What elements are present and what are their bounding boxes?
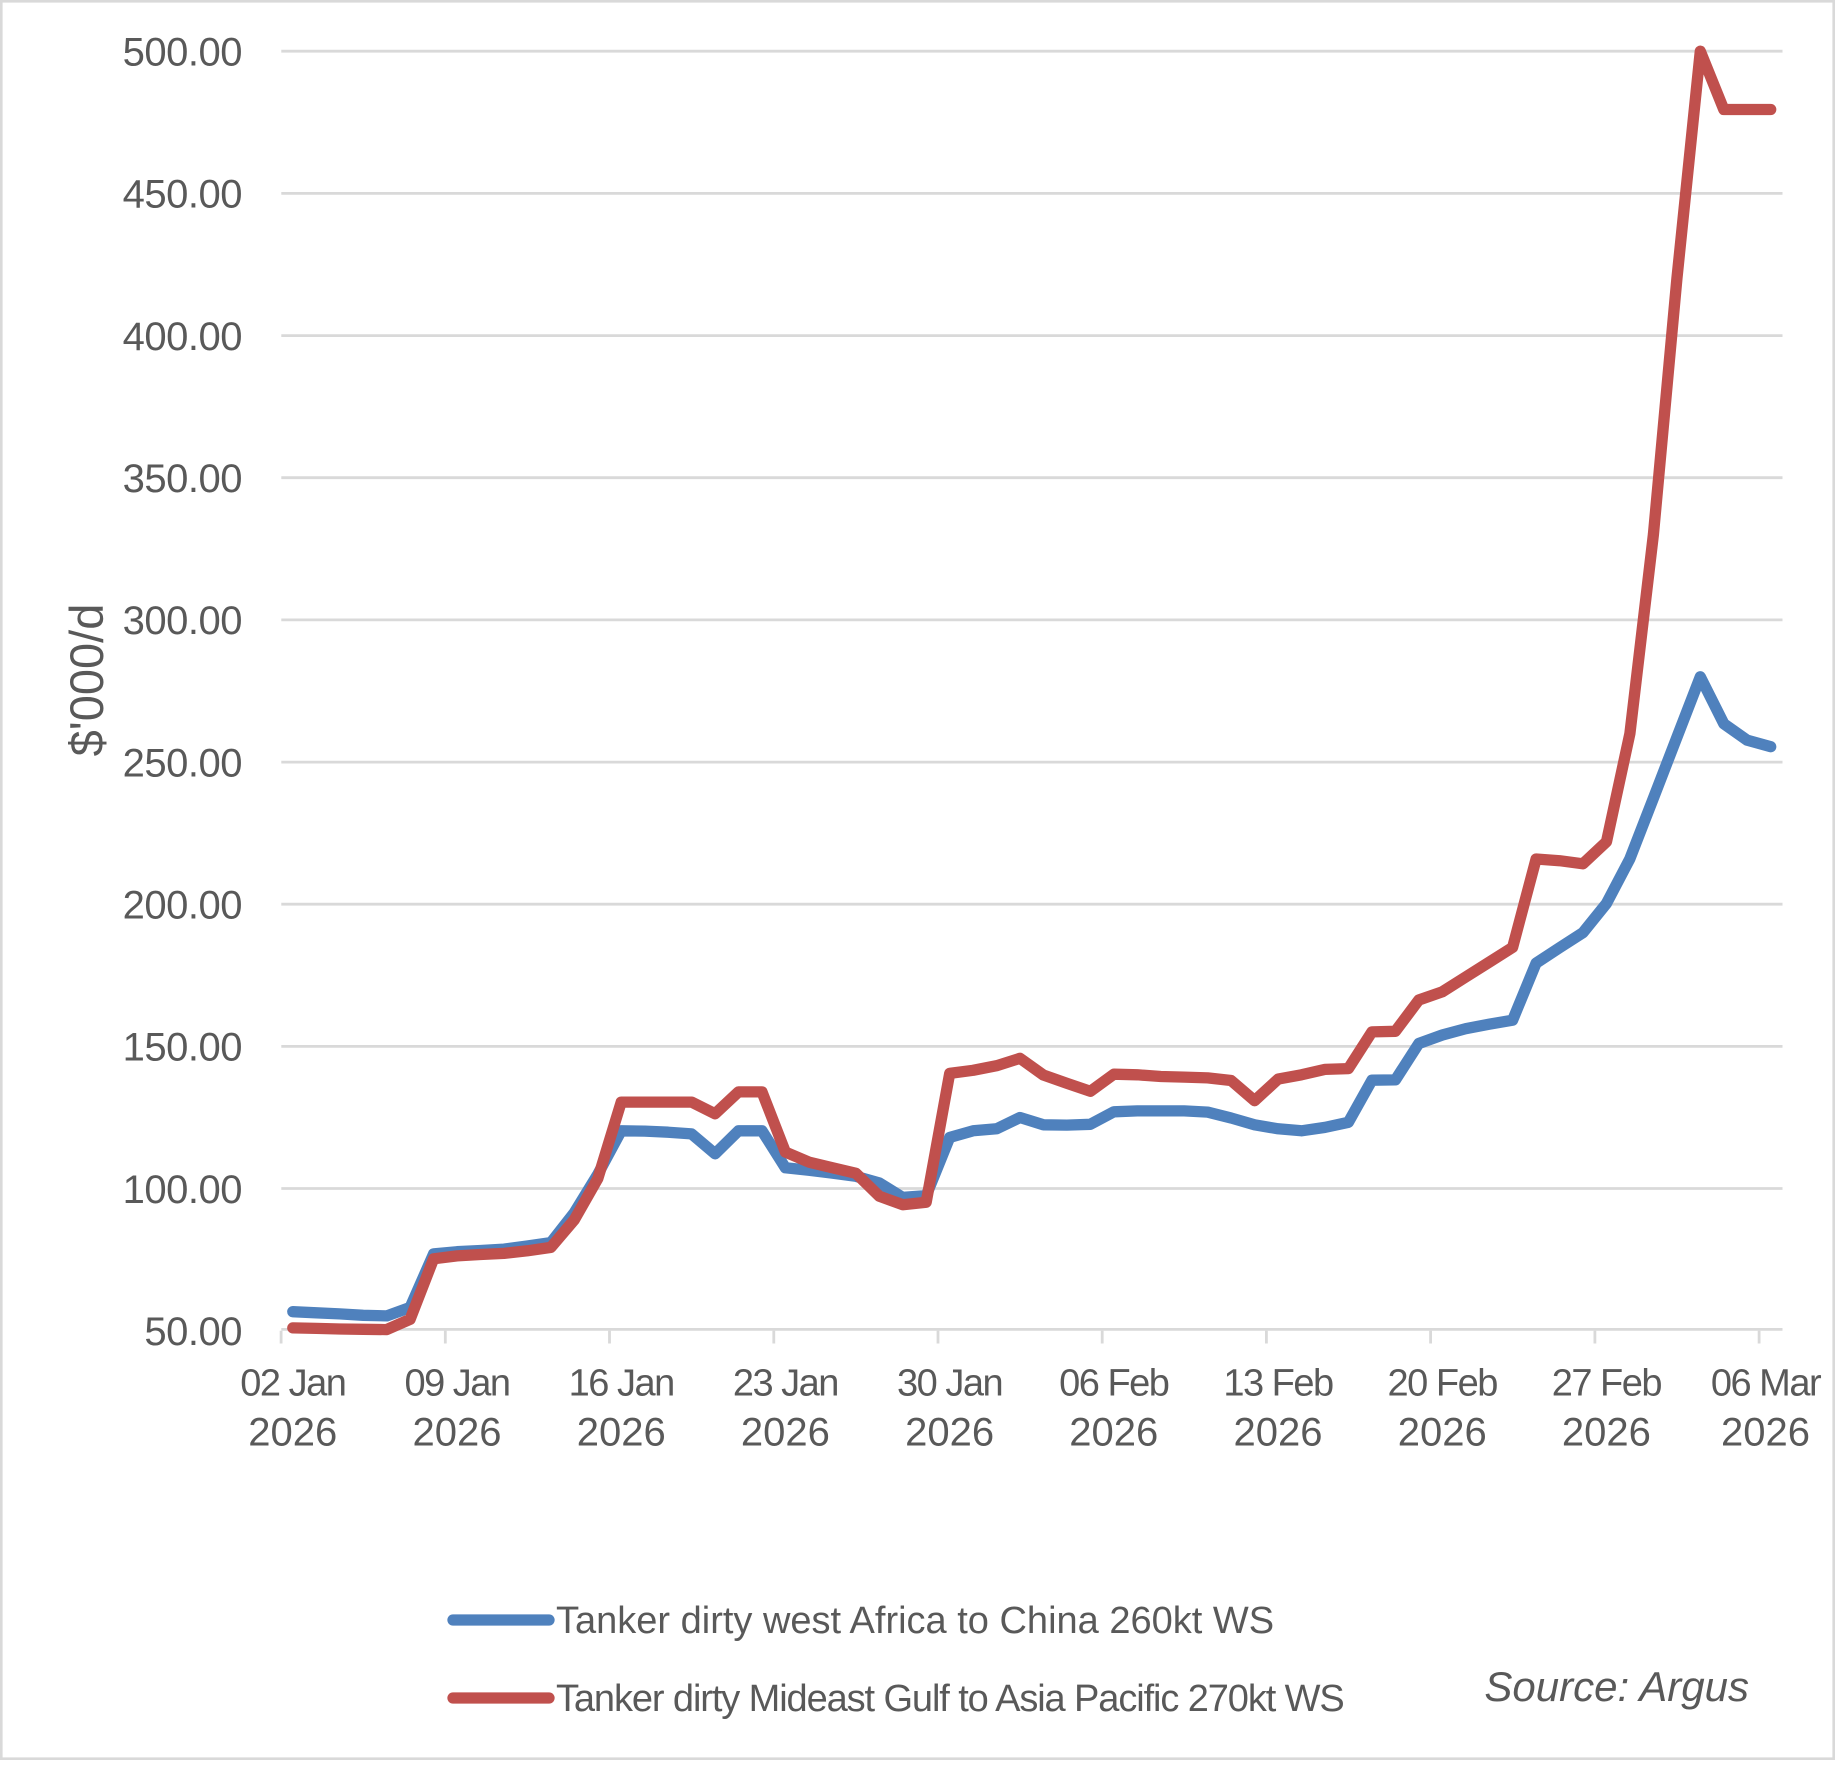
svg-text:Tanker dirty west Africa to Ch: Tanker dirty west Africa to China 260kt … bbox=[556, 1600, 1274, 1642]
svg-text:$'000/d: $'000/d bbox=[60, 604, 113, 757]
svg-text:20 Feb: 20 Feb bbox=[1388, 1363, 1498, 1405]
svg-text:2026: 2026 bbox=[905, 1411, 994, 1455]
svg-text:2026: 2026 bbox=[1562, 1411, 1651, 1455]
svg-text:09 Jan: 09 Jan bbox=[404, 1363, 509, 1405]
svg-text:500.00: 500.00 bbox=[123, 31, 242, 75]
svg-text:27 Feb: 27 Feb bbox=[1552, 1363, 1662, 1405]
svg-text:2026: 2026 bbox=[1721, 1411, 1810, 1455]
svg-text:300.00: 300.00 bbox=[123, 599, 242, 643]
svg-text:16 Jan: 16 Jan bbox=[569, 1363, 674, 1405]
svg-text:2026: 2026 bbox=[1398, 1411, 1487, 1455]
svg-text:2026: 2026 bbox=[741, 1411, 830, 1455]
svg-text:23 Jan: 23 Jan bbox=[733, 1363, 838, 1405]
svg-text:400.00: 400.00 bbox=[123, 315, 242, 359]
svg-text:50.00: 50.00 bbox=[144, 1310, 242, 1354]
svg-text:06 Mar: 06 Mar bbox=[1711, 1363, 1822, 1405]
svg-text:100.00: 100.00 bbox=[123, 1168, 242, 1212]
svg-text:Source: Argus: Source: Argus bbox=[1484, 1663, 1749, 1710]
svg-text:450.00: 450.00 bbox=[123, 173, 242, 217]
svg-text:2026: 2026 bbox=[413, 1411, 502, 1455]
svg-text:02 Jan: 02 Jan bbox=[240, 1363, 345, 1405]
svg-text:150.00: 150.00 bbox=[123, 1026, 242, 1070]
svg-text:2026: 2026 bbox=[577, 1411, 666, 1455]
svg-text:2026: 2026 bbox=[1234, 1411, 1323, 1455]
svg-text:06 Feb: 06 Feb bbox=[1059, 1363, 1169, 1405]
svg-text:13 Feb: 13 Feb bbox=[1223, 1363, 1333, 1405]
svg-text:200.00: 200.00 bbox=[123, 884, 242, 928]
svg-text:350.00: 350.00 bbox=[123, 457, 242, 501]
svg-text:2026: 2026 bbox=[1069, 1411, 1158, 1455]
svg-text:250.00: 250.00 bbox=[123, 741, 242, 785]
svg-text:2026: 2026 bbox=[248, 1411, 337, 1455]
svg-text:Tanker dirty Mideast Gulf to A: Tanker dirty Mideast Gulf to Asia Pacifi… bbox=[556, 1678, 1344, 1720]
svg-text:30 Jan: 30 Jan bbox=[897, 1363, 1002, 1405]
